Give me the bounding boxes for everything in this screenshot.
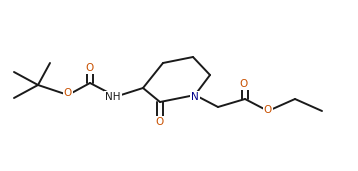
Text: O: O <box>155 117 163 127</box>
Text: O: O <box>264 105 272 115</box>
Text: O: O <box>85 63 93 73</box>
Text: O: O <box>64 88 72 98</box>
Text: NH: NH <box>105 92 121 102</box>
Text: O: O <box>240 79 248 89</box>
Text: N: N <box>191 92 199 102</box>
